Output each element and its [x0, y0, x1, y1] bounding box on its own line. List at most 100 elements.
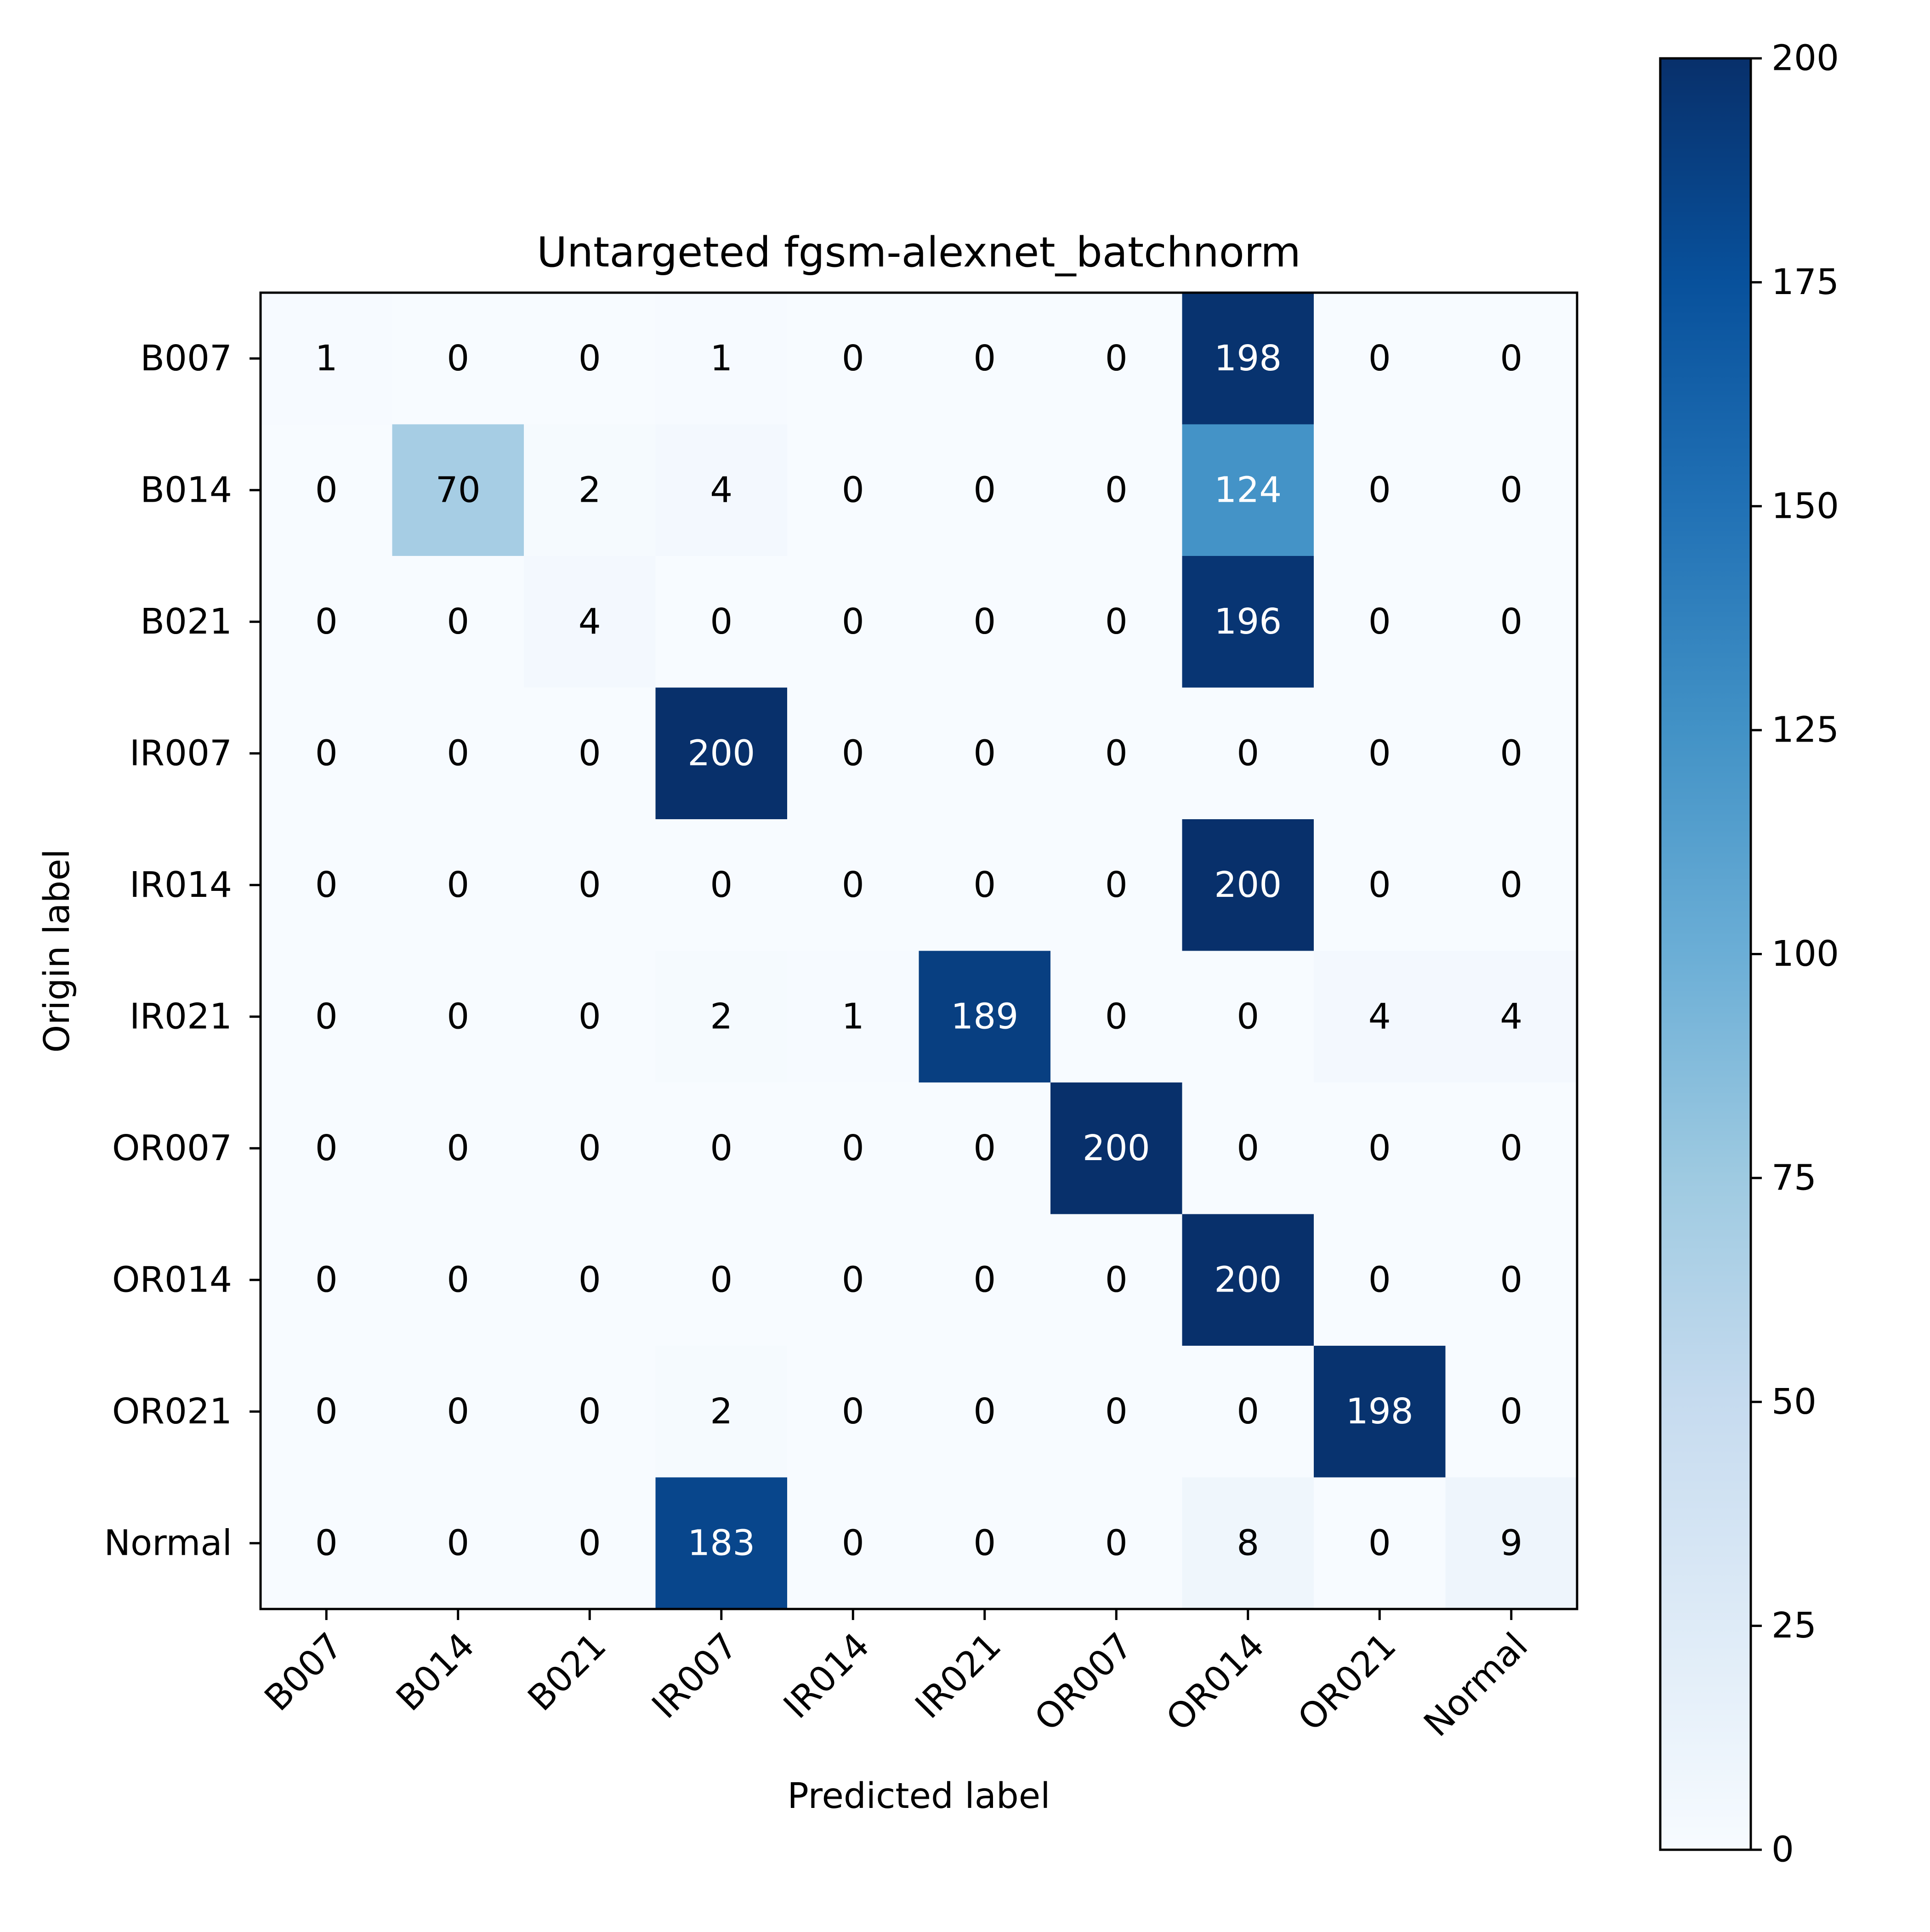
cell-value-label: 0	[1368, 733, 1391, 774]
cell-value-label: 0	[447, 996, 469, 1037]
heatmap-cell	[787, 1082, 920, 1215]
heatmap-cell	[787, 1346, 920, 1478]
heatmap-cell	[787, 1477, 920, 1609]
cell-value-label: 0	[1237, 996, 1259, 1037]
cell-value-label: 1	[710, 338, 732, 379]
heatmap-cell	[1314, 556, 1446, 688]
cell-value-label: 0	[1368, 601, 1391, 642]
heatmap-cell	[919, 819, 1051, 952]
heatmap-cell	[1314, 293, 1446, 425]
x-tick-label: OR007	[1027, 1625, 1141, 1739]
heatmap-cell	[1314, 1082, 1446, 1215]
heatmap-cell	[1314, 819, 1446, 952]
heatmap-cell	[1182, 1214, 1314, 1346]
heatmap-cell	[524, 687, 656, 820]
heatmap-cells	[261, 293, 1578, 1609]
cell-value-label: 0	[447, 1523, 469, 1564]
heatmap-cell	[1050, 293, 1183, 425]
heatmap-cell	[919, 687, 1051, 820]
cell-value-label: 0	[579, 1391, 601, 1432]
heatmap-cell	[261, 556, 393, 688]
heatmap-cell	[524, 1082, 656, 1215]
x-tick-label: OR021	[1290, 1625, 1404, 1739]
cell-value-label: 70	[436, 470, 481, 510]
heatmap-cell	[392, 556, 524, 688]
x-tick-label: B014	[389, 1625, 482, 1719]
cell-value-label: 200	[1214, 1259, 1282, 1300]
cell-value-label: 0	[1368, 1523, 1391, 1564]
cell-value-label: 124	[1214, 470, 1282, 510]
cell-value-label: 189	[951, 996, 1018, 1037]
cell-value-label: 0	[973, 470, 996, 510]
cell-value-label: 0	[1500, 601, 1522, 642]
x-tick-label: OR014	[1158, 1625, 1272, 1739]
heatmap-cell	[1182, 687, 1314, 820]
heatmap-cell	[524, 556, 656, 688]
heatmap-cell	[1445, 687, 1578, 820]
colorbar-tick-label: 25	[1771, 1605, 1816, 1646]
cell-value-label: 0	[1237, 1128, 1259, 1169]
heatmap-cell	[261, 1214, 393, 1346]
cell-value-label: 0	[710, 865, 732, 906]
y-tick-label: Normal	[104, 1523, 232, 1564]
cell-value-label: 200	[687, 733, 755, 774]
heatmap-cell	[261, 819, 393, 952]
cell-value-label: 0	[842, 865, 864, 906]
cell-value-label: 0	[579, 1523, 601, 1564]
heatmap-cell	[787, 951, 920, 1083]
cell-value-label: 0	[842, 601, 864, 642]
cell-value-label: 0	[315, 470, 338, 510]
cell-value-label: 0	[710, 1259, 732, 1300]
cell-value-label: 0	[973, 1128, 996, 1169]
heatmap-cell	[655, 951, 788, 1083]
cell-value-label: 0	[1368, 470, 1391, 510]
heatmap-cell	[524, 1346, 656, 1478]
x-axis-label: Predicted label	[787, 1776, 1050, 1817]
heatmap-cell	[1314, 1346, 1446, 1478]
cell-value-label: 0	[447, 1391, 469, 1432]
heatmap-cell	[1445, 819, 1578, 952]
heatmap-cell	[1314, 951, 1446, 1083]
x-tick-label: Normal	[1416, 1625, 1536, 1745]
cell-value-label: 2	[710, 1391, 732, 1432]
cell-value-label: 198	[1346, 1391, 1413, 1432]
chart-title: Untargeted fgsm-alexnet_batchnorm	[537, 228, 1301, 277]
cell-value-label: 0	[1500, 865, 1522, 906]
heatmap-cell	[392, 293, 524, 425]
cell-value-label: 1	[842, 996, 864, 1037]
heatmap-cell	[787, 819, 920, 952]
heatmap-cell	[1050, 819, 1183, 952]
heatmap-cell	[919, 1082, 1051, 1215]
heatmap-cell	[655, 293, 788, 425]
y-axis-label: Origin label	[37, 849, 78, 1053]
x-tick-label: B021	[520, 1625, 614, 1719]
x-tick-label: IR014	[776, 1625, 878, 1727]
colorbar-tick-label: 75	[1771, 1157, 1816, 1198]
colorbar-tick-label: 200	[1771, 38, 1839, 79]
cell-value-label: 0	[1500, 1128, 1522, 1169]
y-tick-label: B007	[140, 338, 232, 379]
heatmap-cell	[1050, 1214, 1183, 1346]
cell-value-label: 0	[579, 1128, 601, 1169]
heatmap-cell	[1050, 1082, 1183, 1215]
cell-value-label: 0	[447, 733, 469, 774]
x-tick-label: IR021	[908, 1625, 1009, 1727]
heatmap-cell	[1445, 1346, 1578, 1478]
cell-value-label: 0	[579, 338, 601, 379]
heatmap-cell	[655, 1082, 788, 1215]
heatmap-cell	[1050, 1477, 1183, 1609]
cell-value-label: 0	[1500, 1259, 1522, 1300]
cell-value-label: 196	[1214, 601, 1282, 642]
heatmap-cell	[919, 1346, 1051, 1478]
cell-value-label: 0	[842, 733, 864, 774]
cell-value-label: 0	[1500, 1391, 1522, 1432]
cell-value-label: 0	[579, 1259, 601, 1300]
heatmap-cell	[655, 1214, 788, 1346]
plot-frame	[259, 291, 1578, 1610]
heatmap-cell	[1314, 1477, 1446, 1609]
cell-value-label: 0	[973, 733, 996, 774]
cell-value-label: 0	[973, 1391, 996, 1432]
cell-value-label: 1	[315, 338, 338, 379]
heatmap-cell	[392, 1082, 524, 1215]
